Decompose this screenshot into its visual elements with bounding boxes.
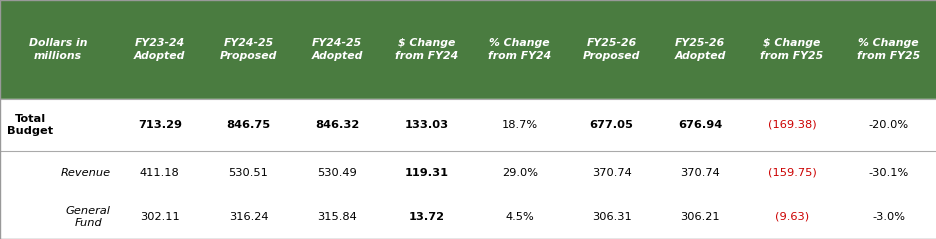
Text: General
Fund: General Fund xyxy=(66,206,110,228)
Text: 530.49: 530.49 xyxy=(317,168,357,178)
Text: % Change
from FY25: % Change from FY25 xyxy=(856,38,919,61)
Text: 846.75: 846.75 xyxy=(227,120,271,130)
Text: 306.21: 306.21 xyxy=(680,212,720,222)
Text: 4.5%: 4.5% xyxy=(505,212,534,222)
Text: FY24-25
Adopted: FY24-25 Adopted xyxy=(312,38,362,61)
Text: Dollars in
millions: Dollars in millions xyxy=(29,38,87,61)
Text: 370.74: 370.74 xyxy=(591,168,631,178)
Text: Total
Budget: Total Budget xyxy=(7,114,53,136)
Text: 676.94: 676.94 xyxy=(678,120,722,130)
Text: 846.32: 846.32 xyxy=(314,120,359,130)
Text: 133.03: 133.03 xyxy=(404,120,448,130)
Text: -30.1%: -30.1% xyxy=(868,168,908,178)
Text: (169.38): (169.38) xyxy=(767,120,815,130)
Text: 411.18: 411.18 xyxy=(139,168,180,178)
Text: -20.0%: -20.0% xyxy=(868,120,908,130)
Text: 13.72: 13.72 xyxy=(409,212,445,222)
Text: FY25-26
Proposed: FY25-26 Proposed xyxy=(582,38,639,61)
Text: FY25-26
Adopted: FY25-26 Adopted xyxy=(674,38,725,61)
Text: 18.7%: 18.7% xyxy=(501,120,537,130)
Text: 713.29: 713.29 xyxy=(138,120,182,130)
Text: % Change
from FY24: % Change from FY24 xyxy=(488,38,550,61)
Text: Revenue: Revenue xyxy=(61,168,110,178)
Text: $ Change
from FY25: $ Change from FY25 xyxy=(760,38,823,61)
Bar xyxy=(0,0,936,99)
Bar xyxy=(0,99,936,239)
Text: (159.75): (159.75) xyxy=(767,168,815,178)
Text: -3.0%: -3.0% xyxy=(871,212,904,222)
Text: FY23-24
Adopted: FY23-24 Adopted xyxy=(134,38,185,61)
Text: (9.63): (9.63) xyxy=(774,212,808,222)
Text: 119.31: 119.31 xyxy=(404,168,448,178)
Text: 302.11: 302.11 xyxy=(139,212,180,222)
Text: 370.74: 370.74 xyxy=(680,168,720,178)
Text: FY24-25
Proposed: FY24-25 Proposed xyxy=(220,38,277,61)
Text: 306.31: 306.31 xyxy=(591,212,631,222)
Text: 530.51: 530.51 xyxy=(228,168,269,178)
Text: 316.24: 316.24 xyxy=(228,212,268,222)
Text: 29.0%: 29.0% xyxy=(502,168,537,178)
Text: $ Change
from FY24: $ Change from FY24 xyxy=(395,38,459,61)
Text: 315.84: 315.84 xyxy=(317,212,357,222)
Text: 677.05: 677.05 xyxy=(589,120,633,130)
